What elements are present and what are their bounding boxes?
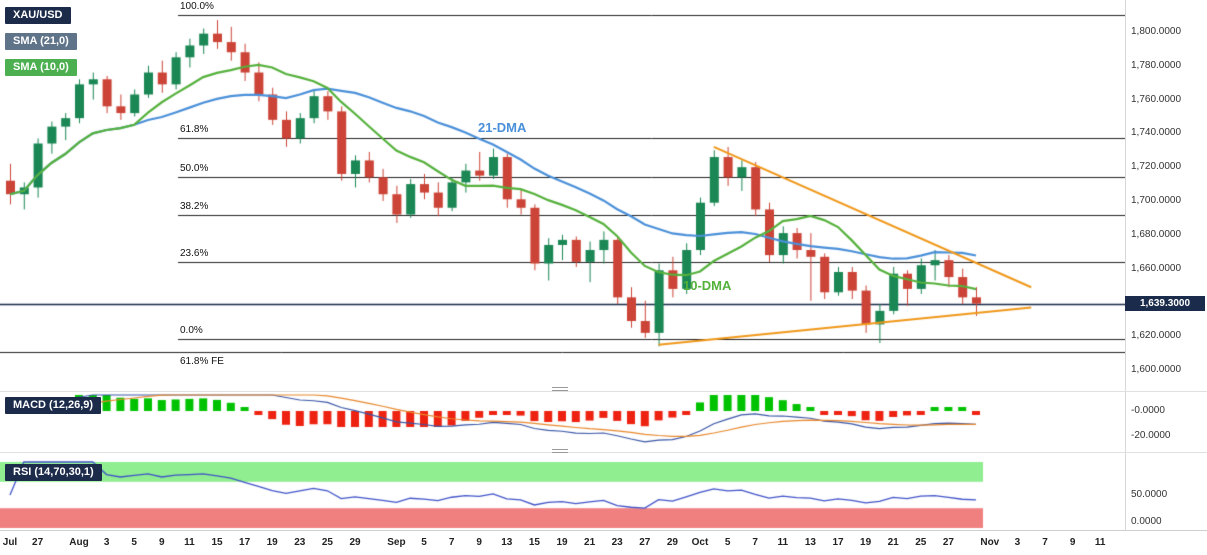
price-axis-label: 1,700.0000 <box>1131 195 1182 206</box>
price-axis-label: 1,600.0000 <box>1131 364 1182 376</box>
rsi-legend-badge[interactable]: RSI (14,70,30,1) <box>5 464 102 481</box>
time-axis-label: 27 <box>639 537 651 548</box>
time-axis-border <box>0 530 1207 531</box>
time-axis-label: 15 <box>211 537 223 548</box>
sma10-legend-badge[interactable]: SMA (10,0) <box>5 59 77 76</box>
macd-legend-badge[interactable]: MACD (12,26,9) <box>5 397 102 414</box>
time-axis-label: 21 <box>584 537 596 548</box>
price-axis-label: 1,780.0000 <box>1131 59 1182 71</box>
time-axis-label: 23 <box>611 537 623 548</box>
sma21-legend-badge[interactable]: SMA (21,0) <box>5 33 77 50</box>
time-axis-label: 27 <box>942 537 954 548</box>
time-axis-label: 13 <box>501 537 513 548</box>
time-axis-label: 3 <box>1014 537 1021 548</box>
price-axis-label: 1,720.0000 <box>1131 161 1182 173</box>
fib-level-label: 61.8% FE <box>180 355 224 367</box>
fib-level-label: 23.6% <box>180 248 209 260</box>
time-axis-label: 5 <box>421 537 427 548</box>
time-axis-label: 11 <box>777 537 789 548</box>
rsi-panel-resize-handle[interactable] <box>552 447 568 454</box>
time-axis-label: Oct <box>691 537 709 548</box>
rsi-panel-separator[interactable] <box>0 452 1207 453</box>
macd-axis-label: -20.0000 <box>1131 430 1171 441</box>
time-axis-label: 17 <box>832 537 844 548</box>
fib-level-label: 100.0% <box>180 0 214 12</box>
time-axis-label: 25 <box>915 537 927 548</box>
time-axis-label: 15 <box>528 537 540 548</box>
dma21-annotation: 21-DMA <box>478 120 527 135</box>
time-axis-label: 9 <box>159 537 165 548</box>
price-axis-label: 1,740.0000 <box>1131 127 1182 139</box>
time-axis-label: 29 <box>666 537 678 548</box>
fib-level-label: 61.8% <box>180 124 209 136</box>
time-axis-label: 5 <box>724 537 731 548</box>
time-axis-label: 19 <box>266 537 278 548</box>
time-axis-label: 11 <box>1094 537 1106 548</box>
time-axis-label: 9 <box>1069 537 1076 548</box>
time-axis-label: 25 <box>321 537 333 548</box>
time-axis-label: Sep <box>387 537 406 548</box>
symbol-badge[interactable]: XAU/USD <box>5 7 71 24</box>
time-axis-label: 5 <box>131 537 137 548</box>
fib-level-label: 50.0% <box>180 162 209 174</box>
time-axis-label: 9 <box>476 537 482 548</box>
time-axis-label: 19 <box>860 537 872 548</box>
price-axis-label: 1,800.0000 <box>1131 25 1182 37</box>
price-chart-canvas[interactable] <box>0 0 1125 530</box>
time-axis-label: 3 <box>103 537 110 548</box>
macd-axis-label: -0.0000 <box>1131 405 1165 416</box>
time-axis-label: Nov <box>980 537 1000 548</box>
macd-panel-separator[interactable] <box>0 391 1207 392</box>
macd-panel-resize-handle[interactable] <box>552 385 568 392</box>
price-axis-label: 1,620.0000 <box>1131 330 1182 342</box>
time-axis-label: 27 <box>32 537 44 548</box>
time-axis-label: Aug <box>69 537 89 548</box>
rsi-axis-label: 50.0000 <box>1131 489 1168 500</box>
time-axis-label: 11 <box>184 537 195 548</box>
price-axis-border <box>1125 0 1126 530</box>
time-axis-label: 7 <box>752 537 758 548</box>
time-axis-label: 21 <box>887 537 899 548</box>
price-axis-label: 1,660.0000 <box>1131 262 1182 274</box>
fib-level-label: 38.2% <box>180 201 209 213</box>
time-axis-label: Jul <box>2 537 18 548</box>
time-axis-label: 7 <box>1042 537 1048 548</box>
dma10-annotation: 10-DMA <box>683 278 732 293</box>
price-axis-label: 1,680.0000 <box>1131 228 1182 240</box>
rsi-axis-label: 0.0000 <box>1131 516 1162 527</box>
time-axis-label: 13 <box>804 537 816 548</box>
price-axis-label: 1,760.0000 <box>1131 93 1182 105</box>
fib-level-label: 0.0% <box>180 324 203 336</box>
time-axis-label: 29 <box>349 537 361 548</box>
time-axis-label: 19 <box>556 537 568 548</box>
last-price-badge: 1,639.3000 <box>1125 295 1205 311</box>
time-axis-label: 17 <box>239 537 251 548</box>
time-axis-label: 23 <box>294 537 306 548</box>
time-axis-label: 7 <box>448 537 455 548</box>
